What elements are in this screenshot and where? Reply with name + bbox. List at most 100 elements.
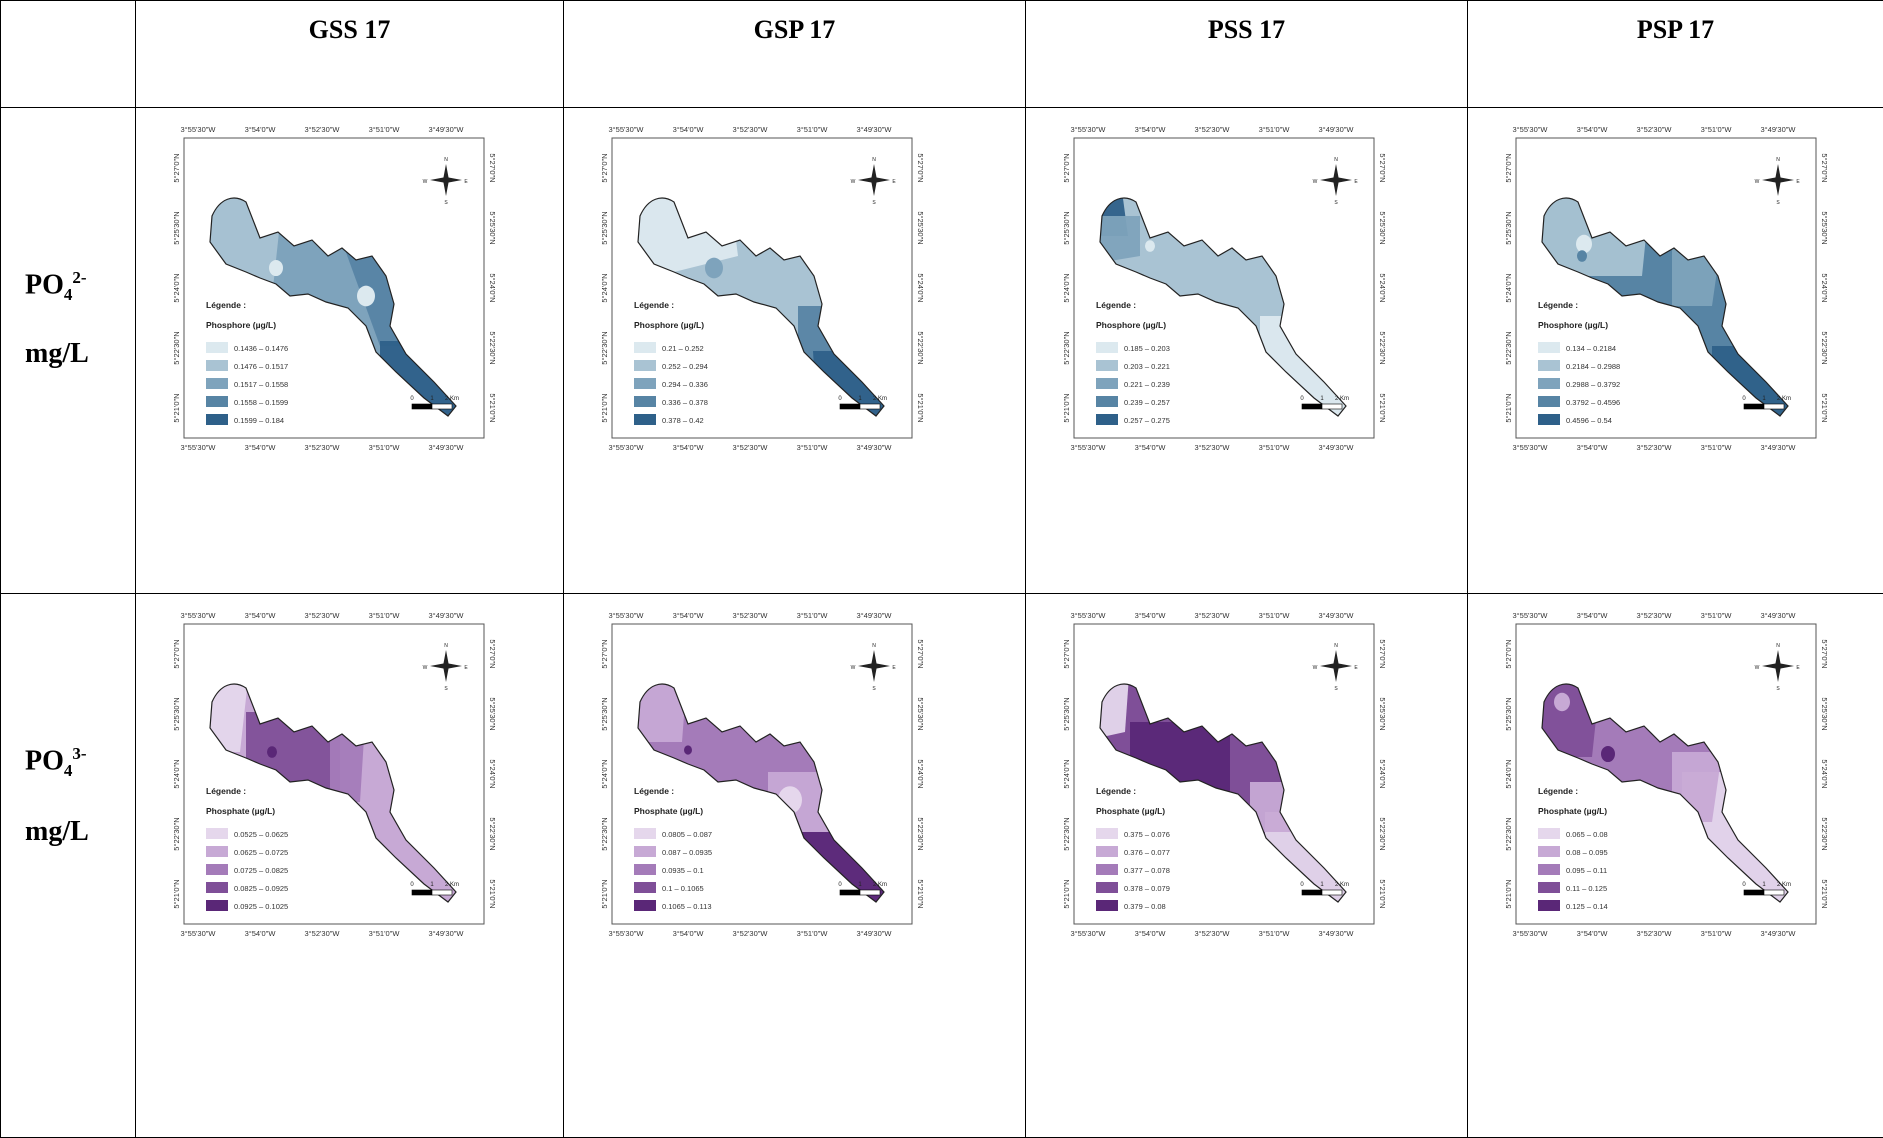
longitude-tick-label: 3°54'0"W (673, 611, 705, 620)
longitude-tick-label: 3°49'30"W (856, 929, 892, 938)
longitude-tick-label: 3°55'30"W (1512, 443, 1548, 452)
longitude-tick-label: 3°49'30"W (428, 125, 464, 134)
latitude-tick-label: 5°22'30"N (600, 817, 609, 850)
longitude-tick-label: 3°51'0"W (797, 929, 829, 938)
compass-letter: N (1334, 157, 1338, 163)
longitude-tick-label: 3°55'30"W (1070, 929, 1106, 938)
compass-letter: N (872, 643, 876, 649)
legend-variable: Phosphate (µg/L) (634, 806, 703, 816)
latitude-tick-label: 5°25'30"N (1504, 697, 1513, 730)
latitude-tick-label: 5°24'0"N (1378, 759, 1387, 788)
compass-letter: W (1755, 665, 1760, 671)
latitude-tick-label: 5°22'30"N (488, 331, 497, 364)
concentration-zone (1145, 240, 1155, 252)
latitude-tick-label: 5°22'30"N (1820, 817, 1829, 850)
scale-bar-segment (840, 890, 860, 895)
legend-class-label: 0.1517 – 0.1558 (234, 380, 288, 389)
longitude-tick-label: 3°49'30"W (856, 125, 892, 134)
legend-swatch (206, 378, 228, 389)
latitude-tick-label: 5°22'30"N (172, 817, 181, 850)
longitude-tick-label: 3°52'30"W (304, 929, 340, 938)
legend-swatch (1096, 864, 1118, 875)
legend-swatch (1096, 378, 1118, 389)
legend-class-label: 0.203 – 0.221 (1124, 362, 1170, 371)
longitude-tick-label: 3°51'0"W (1259, 125, 1291, 134)
legend-class-label: 0.257 – 0.275 (1124, 416, 1170, 425)
latitude-tick-label: 5°21'0"N (172, 879, 181, 908)
longitude-tick-label: 3°55'30"W (1070, 443, 1106, 452)
latitude-tick-label: 5°24'0"N (1504, 273, 1513, 302)
concentration-zone (267, 746, 277, 758)
longitude-tick-label: 3°52'30"W (1636, 929, 1672, 938)
legend-swatch (634, 900, 656, 911)
concentration-zone (684, 745, 692, 754)
scale-bar-segment (1322, 404, 1342, 409)
scale-bar-label: 2 Km (1777, 396, 1791, 402)
legend-swatch (1096, 396, 1118, 407)
longitude-tick-label: 3°54'0"W (1577, 443, 1609, 452)
column-header: PSP 17 (1468, 1, 1883, 108)
longitude-tick-label: 3°51'0"W (369, 443, 401, 452)
latitude-tick-label: 5°25'30"N (916, 211, 925, 244)
legend-swatch (634, 342, 656, 353)
longitude-tick-label: 3°51'0"W (1701, 125, 1733, 134)
concentration-zone (1576, 235, 1592, 253)
longitude-tick-label: 3°54'0"W (1577, 125, 1609, 134)
latitude-tick-label: 5°27'0"N (488, 639, 497, 668)
legend-swatch (1538, 900, 1560, 911)
latitude-tick-label: 5°25'30"N (1062, 697, 1071, 730)
header-row: GSS 17 GSP 17 PSS 17 PSP 17 (1, 1, 1883, 108)
compass-letter: W (1755, 179, 1760, 185)
scale-bar-label: 2 Km (1777, 882, 1791, 888)
legend-title: Légende : (1096, 786, 1136, 796)
latitude-tick-label: 5°24'0"N (172, 273, 181, 302)
longitude-tick-label: 3°55'30"W (608, 125, 644, 134)
concentration-zone (1601, 746, 1615, 762)
row-label: PO43- mg/L (1, 594, 136, 1138)
scale-bar-segment (840, 404, 860, 409)
latitude-tick-label: 5°21'0"N (916, 393, 925, 422)
column-header: GSS 17 (136, 1, 564, 108)
latitude-tick-label: 5°22'30"N (1820, 331, 1829, 364)
scale-bar-segment (1302, 890, 1322, 895)
legend-swatch (1096, 900, 1118, 911)
legend-swatch (1538, 882, 1560, 893)
latitude-tick-label: 5°27'0"N (916, 639, 925, 668)
latitude-tick-label: 5°24'0"N (1820, 759, 1829, 788)
legend-swatch (1096, 828, 1118, 839)
scale-bar-segment (1744, 404, 1764, 409)
longitude-tick-label: 3°54'0"W (1135, 125, 1167, 134)
latitude-tick-label: 5°21'0"N (916, 879, 925, 908)
longitude-tick-label: 3°54'0"W (673, 125, 705, 134)
longitude-tick-label: 3°49'30"W (1318, 443, 1354, 452)
latitude-tick-label: 5°25'30"N (916, 697, 925, 730)
latitude-tick-label: 5°27'0"N (600, 153, 609, 182)
longitude-tick-label: 3°55'30"W (180, 125, 216, 134)
compass-letter: W (1313, 179, 1318, 185)
latitude-tick-label: 5°24'0"N (1820, 273, 1829, 302)
longitude-tick-label: 3°55'30"W (1070, 611, 1106, 620)
longitude-tick-label: 3°54'0"W (673, 929, 705, 938)
legend-class-label: 0.377 – 0.078 (1124, 866, 1170, 875)
longitude-tick-label: 3°54'0"W (673, 443, 705, 452)
longitude-tick-label: 3°54'0"W (245, 125, 277, 134)
legend-class-label: 0.185 – 0.203 (1124, 344, 1170, 353)
latitude-tick-label: 5°27'0"N (1062, 639, 1071, 668)
longitude-tick-label: 3°52'30"W (732, 611, 768, 620)
scale-bar-label: 2 Km (1335, 882, 1349, 888)
legend-title: Légende : (206, 786, 246, 796)
latitude-tick-label: 5°25'30"N (600, 697, 609, 730)
parameter-name: PO42- (25, 268, 87, 305)
latitude-tick-label: 5°24'0"N (600, 759, 609, 788)
